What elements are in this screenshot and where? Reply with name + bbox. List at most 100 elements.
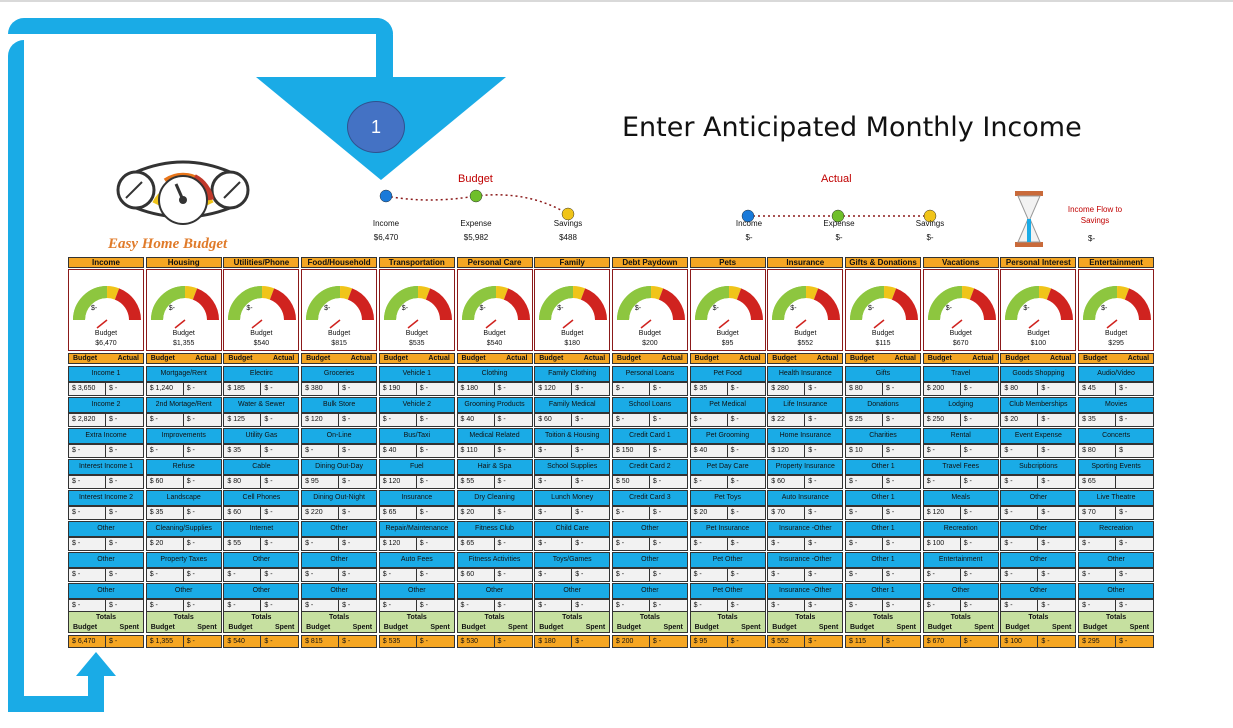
actual-amount-cell[interactable]: $ - [497,416,506,423]
actual-amount-cell[interactable]: $ - [808,540,817,547]
actual-amount-cell[interactable]: $ - [342,540,351,547]
budget-amount-cell[interactable]: $ 20 [1001,414,1039,426]
actual-amount-cell[interactable]: $ - [342,416,351,423]
budget-amount-cell[interactable]: $ 190 [380,383,417,395]
budget-amount-cell[interactable]: $ - [924,569,961,581]
budget-amount-cell[interactable]: $ 40 [691,445,728,457]
budget-amount-cell[interactable]: $ 35 [691,383,728,395]
budget-amount-cell[interactable]: $ 40 [458,414,495,426]
budget-amount-cell[interactable]: $ - [1001,538,1039,550]
budget-amount-cell[interactable]: $ 120 [535,383,573,395]
actual-amount-cell[interactable]: $ - [1041,540,1050,547]
actual-amount-cell[interactable]: $ - [886,416,895,423]
budget-amount-cell[interactable]: $ 55 [458,476,495,488]
budget-amount-cell[interactable]: $ - [1001,476,1039,488]
budget-amount-cell[interactable]: $ 25 [846,414,883,426]
actual-amount-cell[interactable]: $ - [497,447,506,454]
actual-amount-cell[interactable]: $ - [886,447,895,454]
budget-amount-cell[interactable]: $ 120 [380,538,417,550]
actual-amount-cell[interactable]: $ - [808,385,817,392]
budget-amount-cell[interactable]: $ 3,650 [69,383,106,395]
actual-amount-cell[interactable]: $ - [1119,416,1128,423]
budget-amount-cell[interactable]: $ - [535,600,573,612]
actual-amount-cell[interactable]: $ - [963,509,972,516]
actual-amount-cell[interactable]: $ - [652,602,662,609]
budget-amount-cell[interactable]: $ - [691,569,728,581]
budget-amount-cell[interactable]: $ 185 [224,383,262,395]
actual-amount-cell[interactable]: $ - [109,571,118,578]
actual-amount-cell[interactable]: $ - [1119,602,1128,609]
budget-amount-cell[interactable]: $ 60 [535,414,573,426]
actual-amount-cell[interactable]: $ - [342,602,351,609]
budget-amount-cell[interactable]: $ - [147,445,184,457]
budget-amount-cell[interactable]: $ - [846,507,883,519]
actual-amount-cell[interactable]: $ - [575,540,584,547]
actual-amount-cell[interactable]: $ - [575,447,584,454]
actual-amount-cell[interactable]: $ - [342,447,351,454]
budget-amount-cell[interactable]: $ 280 [768,383,806,395]
actual-amount-cell[interactable]: $ - [886,509,895,516]
actual-amount-cell[interactable]: $ - [497,571,506,578]
budget-amount-cell[interactable]: $ - [224,569,262,581]
actual-amount-cell[interactable]: $ - [652,571,662,578]
budget-amount-cell[interactable]: $ - [380,600,417,612]
actual-amount-cell[interactable]: $ - [963,540,972,547]
budget-amount-cell[interactable]: $ 35 [1079,414,1117,426]
budget-amount-cell[interactable]: $ 80 [224,476,262,488]
budget-amount-cell[interactable]: $ 65 [1079,476,1117,488]
actual-amount-cell[interactable]: $ - [1119,540,1128,547]
actual-amount-cell[interactable]: $ - [264,478,273,485]
budget-amount-cell[interactable]: $ - [69,600,106,612]
budget-amount-cell[interactable]: $ - [691,600,728,612]
actual-amount-cell[interactable]: $ - [808,602,817,609]
budget-amount-cell[interactable]: $ - [846,569,883,581]
actual-amount-cell[interactable]: $ - [264,447,273,454]
budget-amount-cell[interactable]: $ 125 [224,414,262,426]
actual-amount-cell[interactable]: $ - [730,602,739,609]
actual-amount-cell[interactable]: $ - [1119,509,1128,516]
actual-amount-cell[interactable]: $ - [730,509,739,516]
actual-amount-cell[interactable]: $ - [886,540,895,547]
actual-amount-cell[interactable]: $ - [1041,478,1050,485]
budget-amount-cell[interactable]: $ - [613,600,650,612]
budget-amount-cell[interactable]: $ 110 [458,445,495,457]
actual-amount-cell[interactable]: $ - [342,478,351,485]
budget-amount-cell[interactable]: $ - [380,414,417,426]
actual-amount-cell[interactable]: $ [1119,447,1123,454]
actual-amount-cell[interactable] [1116,476,1153,488]
budget-amount-cell[interactable]: $ - [613,414,650,426]
actual-amount-cell[interactable]: $ - [963,447,972,454]
actual-amount-cell[interactable]: $ - [342,571,351,578]
budget-amount-cell[interactable]: $ - [846,600,883,612]
actual-amount-cell[interactable]: $ - [109,385,118,392]
budget-amount-cell[interactable]: $ - [1079,538,1117,550]
budget-amount-cell[interactable]: $ 1,240 [147,383,184,395]
budget-amount-cell[interactable]: $ 120 [302,414,340,426]
budget-amount-cell[interactable]: $ - [1079,600,1117,612]
budget-amount-cell[interactable]: $ 60 [768,476,806,488]
budget-amount-cell[interactable]: $ 65 [380,507,417,519]
budget-amount-cell[interactable]: $ - [691,414,728,426]
budget-amount-cell[interactable]: $ 10 [846,445,883,457]
actual-amount-cell[interactable]: $ - [109,540,118,547]
actual-amount-cell[interactable]: $ - [963,571,972,578]
budget-amount-cell[interactable]: $ 60 [147,476,184,488]
budget-amount-cell[interactable]: $ - [924,445,961,457]
actual-amount-cell[interactable]: $ - [1041,571,1050,578]
budget-amount-cell[interactable]: $ - [147,414,184,426]
budget-amount-cell[interactable]: $ - [302,569,340,581]
budget-amount-cell[interactable]: $ 20 [147,538,184,550]
actual-amount-cell[interactable]: $ - [109,602,118,609]
budget-amount-cell[interactable]: $ - [924,600,961,612]
actual-amount-cell[interactable]: $ - [186,447,195,454]
budget-amount-cell[interactable]: $ - [535,476,573,488]
actual-amount-cell[interactable]: $ - [342,509,351,516]
budget-amount-cell[interactable]: $ - [1079,569,1117,581]
actual-amount-cell[interactable]: $ - [886,571,895,578]
actual-amount-cell[interactable]: $ - [186,571,195,578]
actual-amount-cell[interactable]: $ - [886,385,895,392]
actual-amount-cell[interactable]: $ - [575,385,584,392]
budget-amount-cell[interactable]: $ - [924,476,961,488]
actual-amount-cell[interactable]: $ - [264,571,273,578]
actual-amount-cell[interactable]: $ - [497,478,506,485]
